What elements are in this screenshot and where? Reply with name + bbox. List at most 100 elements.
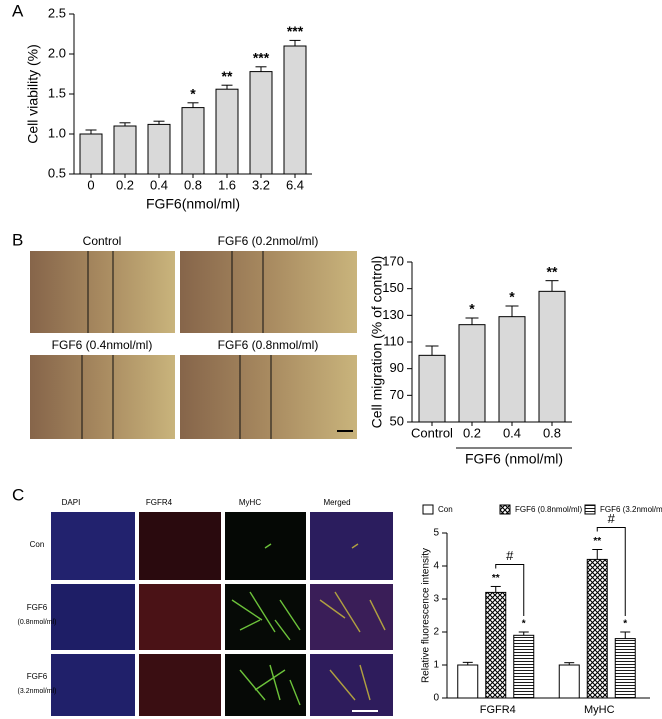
y-tick-label: 3 [433, 594, 439, 605]
significance-label: ** [492, 573, 500, 584]
bar [457, 664, 479, 699]
y-tick-label: 50 [390, 413, 404, 428]
significance-label: ** [547, 263, 558, 279]
micrograph [225, 512, 306, 580]
x-tick-label: 0.8 [543, 425, 561, 440]
x-tick-label: 3.2 [252, 177, 270, 192]
legend-swatch [499, 504, 511, 515]
fluorescence-images [51, 512, 393, 716]
x-tick-label: 0.4 [150, 177, 168, 192]
significance-label: * [190, 86, 196, 102]
y-tick-label: 170 [382, 253, 404, 268]
y-tick-label: 2.5 [48, 5, 66, 20]
wound-images [30, 251, 357, 439]
y-tick-label: 0.5 [48, 165, 66, 180]
micrograph [51, 654, 135, 716]
column-label: Merged [323, 498, 350, 507]
micrograph [30, 251, 175, 333]
row-label: FGF6 [27, 672, 48, 681]
micrograph [180, 251, 357, 333]
panel-label: C [12, 485, 24, 504]
y-axis-label: Cell migration (% of control) [369, 256, 385, 429]
myotube [319, 543, 386, 701]
significance-label: ** [222, 68, 233, 84]
row-label: FGF6 [27, 603, 48, 612]
x-axis-label: FGF6 (nmol/ml) [465, 451, 563, 467]
legend-swatch [584, 504, 596, 515]
x-tick-label: 0 [87, 177, 94, 192]
x-tick-label: 0.2 [463, 425, 481, 440]
x-tick-label: 0.8 [184, 177, 202, 192]
image-label: Control [83, 234, 122, 248]
panel-label: B [12, 230, 23, 249]
x-tick-label: 0.2 [116, 177, 134, 192]
y-tick-label: 70 [390, 387, 404, 402]
significance-label: * [469, 301, 475, 317]
significance-label: * [623, 619, 627, 630]
bar [513, 634, 535, 699]
significance-label: *** [287, 23, 304, 39]
bar [79, 133, 103, 175]
y-tick-label: 1.5 [48, 85, 66, 100]
x-tick-label: 6.4 [286, 177, 304, 192]
comparison-bracket [495, 563, 525, 616]
y-tick-label: 2 [433, 627, 439, 638]
legend-label: FGF6 (3.2nmol/ml) [600, 505, 662, 514]
column-label: FGFR4 [146, 498, 173, 507]
y-tick-label: 2.0 [48, 45, 66, 60]
bar [558, 664, 580, 699]
row-label: (0.8nmol/ml) [18, 619, 57, 626]
x-tick-label: MyHC [584, 704, 615, 716]
legend-label: Con [438, 505, 453, 514]
x-tick-label: 0.4 [503, 425, 521, 440]
micrograph [139, 584, 221, 650]
micrograph [139, 512, 221, 580]
micrograph [180, 355, 357, 439]
micrograph [225, 654, 306, 716]
column-label: MyHC [239, 498, 261, 507]
y-tick-label: 90 [390, 360, 404, 375]
y-tick-label: 130 [382, 307, 404, 322]
micrograph [310, 584, 393, 650]
bar [614, 638, 636, 699]
bar [485, 591, 507, 699]
bar [498, 316, 526, 423]
bar [283, 45, 307, 175]
image-label: FGF6 (0.2nmol/ml) [218, 234, 319, 248]
significance-label: *** [253, 50, 270, 66]
y-tick-label: 110 [383, 333, 404, 348]
legend-swatch [422, 504, 434, 515]
y-tick-label: 1.0 [48, 125, 66, 140]
y-tick-label: 150 [382, 280, 404, 295]
bar [215, 88, 239, 175]
x-tick-label: 1.6 [218, 177, 236, 192]
row-label: (3.2nmol/ml) [18, 688, 57, 695]
x-tick-label: FGFR4 [480, 704, 516, 716]
y-tick-label: 0 [433, 693, 439, 704]
bar [113, 125, 137, 175]
y-tick-label: 5 [433, 528, 439, 539]
image-label: FGF6 (0.8nmol/ml) [218, 338, 319, 352]
comparison-bracket [596, 527, 626, 616]
micrograph [51, 512, 135, 580]
x-tick-label: Control [411, 425, 453, 440]
comparison-label: # [608, 511, 616, 526]
bar [249, 71, 273, 175]
micrograph [30, 355, 175, 439]
bar [147, 123, 171, 175]
bar [181, 107, 205, 175]
micrograph [310, 654, 393, 716]
bar [538, 290, 566, 423]
myotube [231, 543, 301, 706]
row-label: Con [30, 540, 45, 549]
y-axis-label: Relative fluorescence intensity [421, 548, 432, 683]
panel-label: A [12, 1, 24, 20]
y-axis-label: Cell viability (%) [25, 44, 41, 144]
bar [458, 324, 486, 423]
bar [418, 354, 446, 423]
micrograph [51, 584, 135, 650]
comparison-label: # [506, 548, 514, 563]
significance-label: * [522, 619, 526, 630]
image-label: FGF6 (0.4nmol/ml) [52, 338, 153, 352]
